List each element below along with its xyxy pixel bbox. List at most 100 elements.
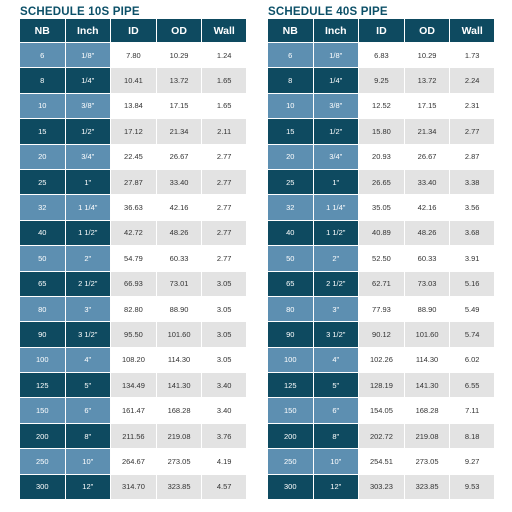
inch-cell: 1 1/2" [313, 220, 359, 246]
table-row: 6 1/8" 7.80 10.29 1.24 [20, 43, 246, 68]
nb-cell: 40 [20, 220, 65, 246]
wall-cell: 1.65 [202, 93, 246, 119]
inch-cell: 5" [313, 373, 359, 398]
nb-cell: 20 [20, 144, 65, 169]
table-row: 40 1 1/2" 42.72 48.26 2.77 [20, 220, 246, 246]
id-cell: 9.25 [359, 68, 404, 93]
table-row: 250 10" 254.51 273.05 9.27 [268, 449, 494, 474]
nb-cell: 25 [268, 169, 313, 195]
id-cell: 7.80 [111, 43, 156, 68]
table-row: 150 6" 161.47 168.28 3.40 [20, 398, 246, 423]
inch-cell: 4" [65, 347, 111, 373]
od-cell: 141.30 [156, 373, 202, 398]
nb-cell: 20 [268, 144, 313, 169]
nb-cell: 32 [20, 195, 65, 220]
inch-cell: 2 1/2" [313, 271, 359, 296]
od-cell: 323.85 [404, 474, 450, 500]
schedule-10s-panel: SCHEDULE 10S PIPE NB Inch ID OD Wall 6 1/… [20, 6, 246, 500]
inch-cell: 3/4" [65, 144, 111, 169]
nb-cell: 200 [20, 423, 65, 449]
table-row: 90 3 1/2" 90.12 101.60 5.74 [268, 322, 494, 347]
od-cell: 273.05 [156, 449, 202, 474]
od-cell: 26.67 [404, 144, 450, 169]
nb-cell: 200 [268, 423, 313, 449]
nb-cell: 8 [268, 68, 313, 93]
nb-cell: 6 [268, 43, 313, 68]
table-row: 100 4" 108.20 114.30 3.05 [20, 347, 246, 373]
id-cell: 95.50 [111, 322, 156, 347]
wall-cell: 1.24 [202, 43, 246, 68]
nb-cell: 100 [268, 347, 313, 373]
id-cell: 303.23 [359, 474, 404, 500]
table-row: 65 2 1/2" 62.71 73.03 5.16 [268, 271, 494, 296]
nb-cell: 250 [268, 449, 313, 474]
nb-cell: 250 [20, 449, 65, 474]
wall-cell: 2.77 [202, 220, 246, 246]
wall-cell: 3.05 [202, 271, 246, 296]
nb-cell: 90 [268, 322, 313, 347]
table-header-row: NB Inch ID OD Wall [20, 19, 246, 42]
od-cell: 60.33 [404, 246, 450, 271]
header-od: OD [156, 19, 202, 42]
id-cell: 154.05 [359, 398, 404, 423]
nb-cell: 32 [268, 195, 313, 220]
od-cell: 114.30 [156, 347, 202, 373]
inch-cell: 6" [313, 398, 359, 423]
table-header-row: NB Inch ID OD Wall [268, 19, 494, 42]
nb-cell: 6 [20, 43, 65, 68]
od-cell: 73.01 [156, 271, 202, 296]
od-cell: 141.30 [404, 373, 450, 398]
nb-cell: 125 [20, 373, 65, 398]
nb-cell: 300 [20, 474, 65, 500]
schedule-40s-title: SCHEDULE 40S PIPE [268, 6, 388, 18]
id-cell: 35.05 [359, 195, 404, 220]
inch-cell: 8" [65, 423, 111, 449]
od-cell: 26.67 [156, 144, 202, 169]
od-cell: 13.72 [156, 68, 202, 93]
od-cell: 33.40 [156, 169, 202, 195]
id-cell: 264.67 [111, 449, 156, 474]
table-row: 300 12" 314.70 323.85 4.57 [20, 474, 246, 500]
header-id: ID [359, 19, 404, 42]
wall-cell: 9.53 [450, 474, 494, 500]
inch-cell: 1 1/4" [313, 195, 359, 220]
id-cell: 66.93 [111, 271, 156, 296]
wall-cell: 3.05 [202, 322, 246, 347]
wall-cell: 5.49 [450, 296, 494, 322]
wall-cell: 2.77 [450, 119, 494, 144]
wall-cell: 4.57 [202, 474, 246, 500]
inch-cell: 3" [313, 296, 359, 322]
inch-cell: 1 1/2" [65, 220, 111, 246]
table-row: 125 5" 134.49 141.30 3.40 [20, 373, 246, 398]
inch-cell: 3/8" [65, 93, 111, 119]
table-row: 32 1 1/4" 36.63 42.16 2.77 [20, 195, 246, 220]
nb-cell: 150 [268, 398, 313, 423]
table-row: 250 10" 264.67 273.05 4.19 [20, 449, 246, 474]
id-cell: 13.84 [111, 93, 156, 119]
od-cell: 88.90 [156, 296, 202, 322]
od-cell: 273.05 [404, 449, 450, 474]
table-row: 15 1/2" 15.80 21.34 2.77 [268, 119, 494, 144]
od-cell: 48.26 [156, 220, 202, 246]
id-cell: 108.20 [111, 347, 156, 373]
id-cell: 6.83 [359, 43, 404, 68]
od-cell: 48.26 [404, 220, 450, 246]
inch-cell: 10" [65, 449, 111, 474]
od-cell: 73.03 [404, 271, 450, 296]
wall-cell: 8.18 [450, 423, 494, 449]
wall-cell: 3.38 [450, 169, 494, 195]
od-cell: 21.34 [404, 119, 450, 144]
inch-cell: 2" [65, 246, 111, 271]
table-row: 300 12" 303.23 323.85 9.53 [268, 474, 494, 500]
id-cell: 128.19 [359, 373, 404, 398]
od-cell: 168.28 [156, 398, 202, 423]
nb-cell: 10 [20, 93, 65, 119]
wall-cell: 3.68 [450, 220, 494, 246]
id-cell: 254.51 [359, 449, 404, 474]
id-cell: 54.79 [111, 246, 156, 271]
table-row: 8 1/4" 10.41 13.72 1.65 [20, 68, 246, 93]
id-cell: 202.72 [359, 423, 404, 449]
nb-cell: 40 [268, 220, 313, 246]
table-row: 40 1 1/2" 40.89 48.26 3.68 [268, 220, 494, 246]
header-nb: NB [20, 19, 65, 42]
